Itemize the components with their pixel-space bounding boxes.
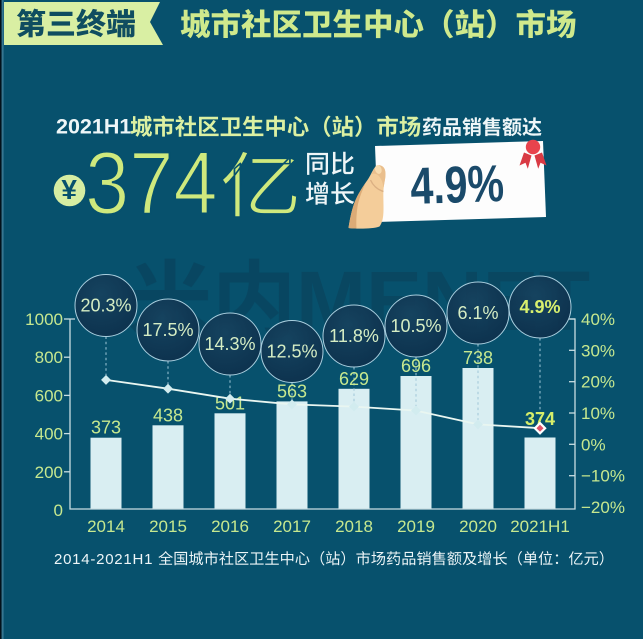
svg-text:10.5%: 10.5% <box>390 316 441 336</box>
svg-text:−20%: −20% <box>581 498 625 517</box>
svg-text:−10%: −10% <box>581 467 625 486</box>
svg-text:2018: 2018 <box>335 517 373 536</box>
svg-text:20.3%: 20.3% <box>80 296 131 316</box>
svg-text:1000: 1000 <box>25 310 63 329</box>
svg-text:2015: 2015 <box>149 517 187 536</box>
svg-text:696: 696 <box>401 356 431 376</box>
svg-text:2014: 2014 <box>87 517 125 536</box>
svg-text:11.8%: 11.8% <box>329 326 379 346</box>
svg-text:6.1%: 6.1% <box>457 303 498 323</box>
svg-text:800: 800 <box>35 348 63 367</box>
svg-text:0%: 0% <box>581 435 606 454</box>
svg-text:374: 374 <box>525 409 555 429</box>
svg-text:30%: 30% <box>581 341 615 360</box>
svg-text:2016: 2016 <box>211 517 249 536</box>
svg-text:17.5%: 17.5% <box>142 320 193 340</box>
svg-text:4.9%: 4.9% <box>409 154 504 215</box>
svg-text:374: 374 <box>85 133 218 232</box>
svg-text:2021H1: 2021H1 <box>510 517 570 536</box>
svg-text:373: 373 <box>91 418 121 438</box>
svg-text:563: 563 <box>277 381 307 401</box>
svg-text:¥: ¥ <box>61 174 77 205</box>
svg-text:438: 438 <box>153 405 183 425</box>
svg-text:10%: 10% <box>581 404 615 423</box>
svg-text:738: 738 <box>463 348 493 368</box>
svg-text:200: 200 <box>35 463 63 482</box>
svg-text:40%: 40% <box>581 310 615 329</box>
svg-text:600: 600 <box>35 386 63 405</box>
svg-text:14.3%: 14.3% <box>204 334 255 354</box>
svg-text:0: 0 <box>54 501 63 520</box>
svg-text:4.9%: 4.9% <box>519 297 560 317</box>
svg-text:20%: 20% <box>581 373 615 392</box>
svg-text:2020: 2020 <box>459 517 497 536</box>
svg-text:2019: 2019 <box>397 517 435 536</box>
svg-text:2017: 2017 <box>273 517 311 536</box>
svg-text:629: 629 <box>339 369 369 389</box>
svg-text:400: 400 <box>35 425 63 444</box>
svg-text:2014-2021H1: 2014-2021H1 <box>54 551 153 568</box>
svg-text:2021H1: 2021H1 <box>56 115 131 139</box>
svg-text:12.5%: 12.5% <box>266 342 317 362</box>
